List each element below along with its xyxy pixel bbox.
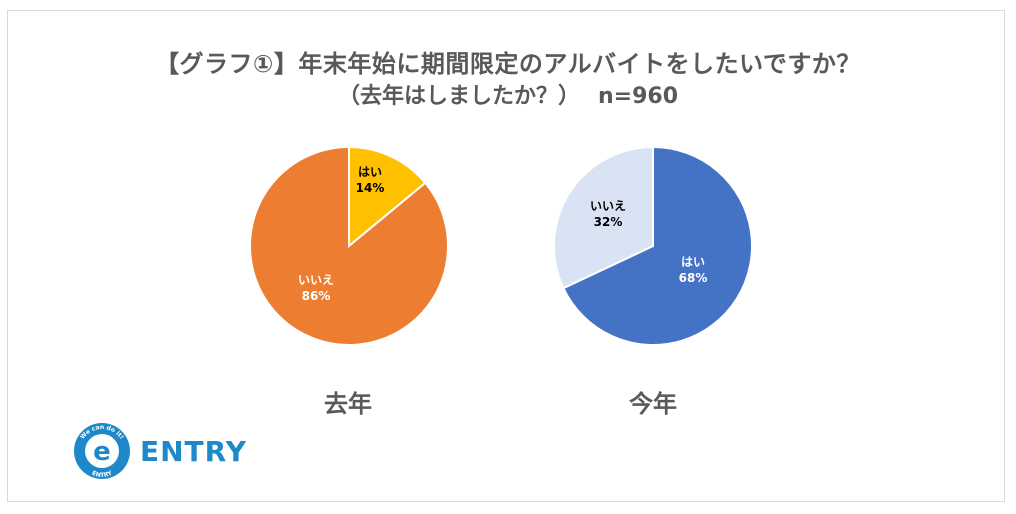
sample-size: n=960 — [597, 84, 679, 109]
badge-letter: e — [93, 437, 111, 467]
pie1-slice-1-label: いいえ — [590, 199, 626, 213]
pie0-slice-1-label: いいえ — [298, 273, 334, 287]
pie1-slice-0-label: はい — [681, 255, 705, 269]
pie0-slice-1 — [249, 145, 449, 346]
entry-logo: e We can do it! ENTRY ENTRY — [70, 421, 260, 481]
pie-caption-last-year: 去年 — [324, 390, 372, 418]
entry-badge-icon: e We can do it! ENTRY — [74, 423, 130, 479]
pie1-slice-0-value: 68% — [679, 271, 708, 285]
chart-title: 【グラフ①】年末年始に期間限定のアルバイトをしたいですか？ — [155, 50, 861, 78]
pie0-slice-1-value: 86% — [302, 289, 331, 303]
brand-name: ENTRY — [140, 435, 247, 468]
badge-bottom-text: ENTRY — [91, 469, 114, 479]
chart-subtitle: （去年はしましたか？） n=960 — [0, 78, 1016, 110]
pie1-slice-0 — [562, 145, 753, 346]
pie0-slice-0-value: 14% — [356, 181, 385, 195]
pie0-slice-0 — [348, 145, 427, 249]
chart-frame — [7, 10, 1005, 502]
svg-text:ENTRY: ENTRY — [91, 469, 114, 479]
pie1-slice-1-value: 32% — [594, 215, 623, 229]
pie-caption-this-year: 今年 — [629, 390, 677, 418]
pie1-slice-1 — [553, 145, 654, 290]
subtitle-text: （去年はしましたか？） — [337, 84, 580, 109]
pie0-slice-0-label: はい — [358, 165, 382, 179]
